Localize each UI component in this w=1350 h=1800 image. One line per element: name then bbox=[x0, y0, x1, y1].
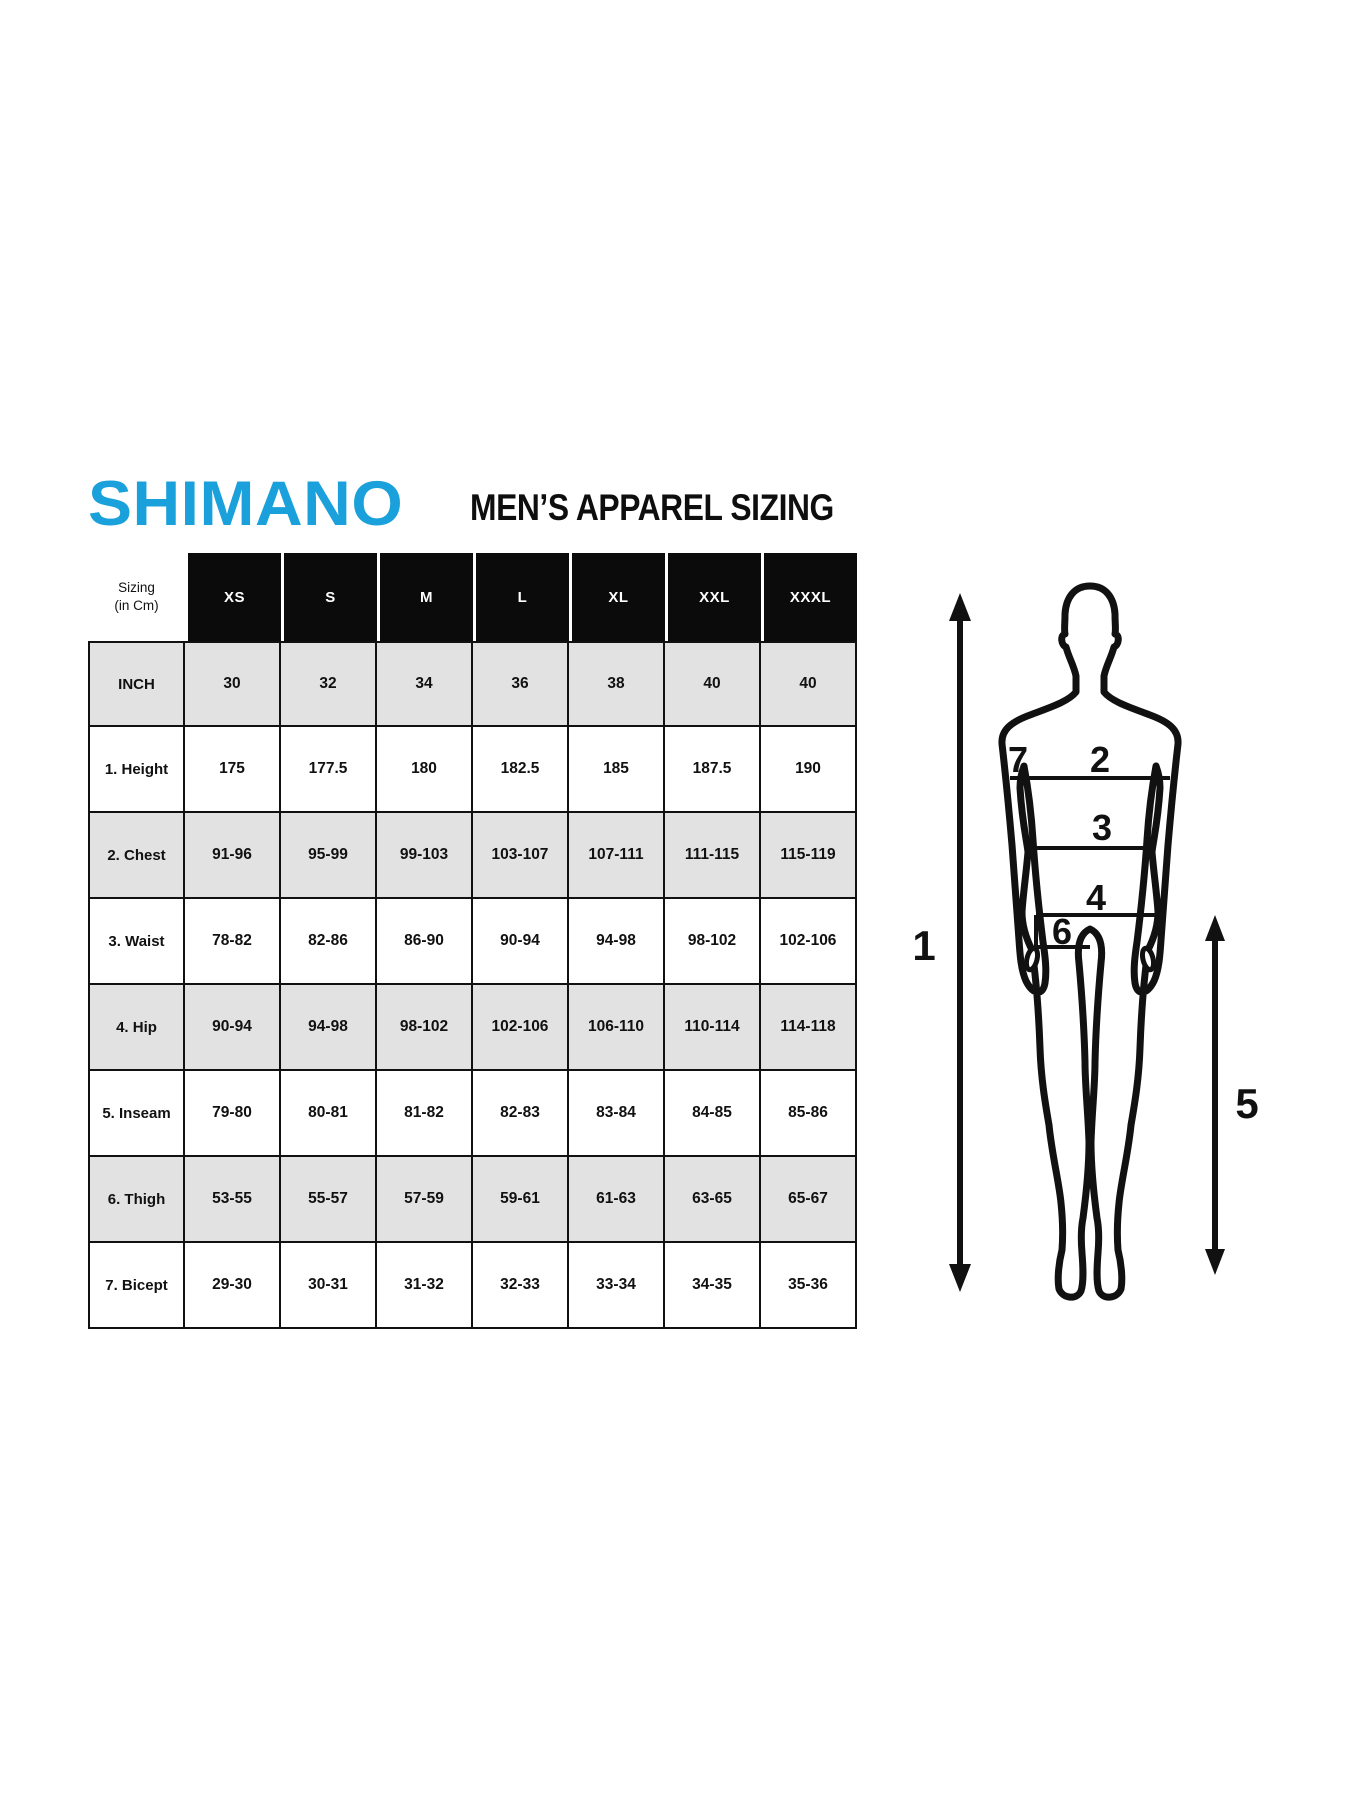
size-value-cell: 90-94 bbox=[473, 899, 569, 985]
size-value-cell: 177.5 bbox=[281, 727, 377, 813]
size-value-cell: 79-80 bbox=[185, 1071, 281, 1157]
corner-unit-label: Sizing (in Cm) bbox=[88, 553, 185, 641]
size-value-cell: 175 bbox=[185, 727, 281, 813]
size-value-cell: 30 bbox=[185, 641, 281, 727]
size-value-cell: 34-35 bbox=[665, 1243, 761, 1329]
size-value-cell: 110-114 bbox=[665, 985, 761, 1071]
size-value-cell: 30-31 bbox=[281, 1243, 377, 1329]
male-figure-outline bbox=[998, 582, 1182, 1301]
sizing-table: Sizing (in Cm) XS S M L XL XXL XXXL INCH… bbox=[88, 553, 857, 1329]
size-value-cell: 107-111 bbox=[569, 813, 665, 899]
size-value-cell: 85-86 bbox=[761, 1071, 857, 1157]
size-value-cell: 40 bbox=[761, 641, 857, 727]
size-value-cell: 78-82 bbox=[185, 899, 281, 985]
size-value-cell: 29-30 bbox=[185, 1243, 281, 1329]
size-value-cell: 98-102 bbox=[665, 899, 761, 985]
measure-label-bicept: 7 bbox=[1008, 739, 1028, 780]
row-label: 6. Thigh bbox=[88, 1157, 185, 1243]
size-value-cell: 115-119 bbox=[761, 813, 857, 899]
size-value-cell: 34 bbox=[377, 641, 473, 727]
size-value-cell: 53-55 bbox=[185, 1157, 281, 1243]
row-label: 1. Height bbox=[88, 727, 185, 813]
size-value-cell: 94-98 bbox=[569, 899, 665, 985]
page-title: MEN’S APPAREL SIZING bbox=[470, 487, 834, 528]
size-value-cell: 95-99 bbox=[281, 813, 377, 899]
size-value-cell: 90-94 bbox=[185, 985, 281, 1071]
inseam-arrow bbox=[1205, 915, 1225, 1275]
row-label: 7. Bicept bbox=[88, 1243, 185, 1329]
row-label: INCH bbox=[88, 641, 185, 727]
size-value-cell: 32-33 bbox=[473, 1243, 569, 1329]
body-measurement-diagram: 1 2 3 4 6 7 5 bbox=[912, 582, 1259, 1301]
size-column-header: S bbox=[281, 553, 377, 641]
size-column-header: XXL bbox=[665, 553, 761, 641]
size-value-cell: 57-59 bbox=[377, 1157, 473, 1243]
size-value-cell: 180 bbox=[377, 727, 473, 813]
size-value-cell: 103-107 bbox=[473, 813, 569, 899]
row-label: 3. Waist bbox=[88, 899, 185, 985]
size-value-cell: 185 bbox=[569, 727, 665, 813]
size-value-cell: 86-90 bbox=[377, 899, 473, 985]
measure-label-waist: 3 bbox=[1092, 807, 1112, 848]
size-value-cell: 182.5 bbox=[473, 727, 569, 813]
measure-label-chest: 2 bbox=[1090, 739, 1110, 780]
size-column-header: XL bbox=[569, 553, 665, 641]
size-column-header: XXXL bbox=[761, 553, 857, 641]
measure-label-thigh: 6 bbox=[1052, 911, 1072, 952]
thigh-measure-bracket bbox=[1034, 915, 1090, 949]
measure-label-inseam: 5 bbox=[1235, 1080, 1258, 1127]
size-value-cell: 38 bbox=[569, 641, 665, 727]
row-label: 4. Hip bbox=[88, 985, 185, 1071]
size-value-cell: 81-82 bbox=[377, 1071, 473, 1157]
size-value-cell: 31-32 bbox=[377, 1243, 473, 1329]
size-value-cell: 83-84 bbox=[569, 1071, 665, 1157]
size-value-cell: 32 bbox=[281, 641, 377, 727]
size-value-cell: 91-96 bbox=[185, 813, 281, 899]
size-value-cell: 35-36 bbox=[761, 1243, 857, 1329]
size-value-cell: 102-106 bbox=[473, 985, 569, 1071]
size-value-cell: 40 bbox=[665, 641, 761, 727]
right-thumb-outline bbox=[1139, 945, 1157, 973]
size-value-cell: 94-98 bbox=[281, 985, 377, 1071]
size-value-cell: 82-83 bbox=[473, 1071, 569, 1157]
size-value-cell: 82-86 bbox=[281, 899, 377, 985]
size-value-cell: 102-106 bbox=[761, 899, 857, 985]
size-value-cell: 111-115 bbox=[665, 813, 761, 899]
size-value-cell: 190 bbox=[761, 727, 857, 813]
measure-label-height: 1 bbox=[912, 922, 935, 969]
size-column-header: M bbox=[377, 553, 473, 641]
corner-unit-label-line2: (in Cm) bbox=[114, 598, 159, 613]
size-value-cell: 33-34 bbox=[569, 1243, 665, 1329]
size-value-cell: 61-63 bbox=[569, 1157, 665, 1243]
size-value-cell: 80-81 bbox=[281, 1071, 377, 1157]
size-value-cell: 99-103 bbox=[377, 813, 473, 899]
size-value-cell: 55-57 bbox=[281, 1157, 377, 1243]
size-column-header: L bbox=[473, 553, 569, 641]
size-value-cell: 106-110 bbox=[569, 985, 665, 1071]
size-value-cell: 187.5 bbox=[665, 727, 761, 813]
size-value-cell: 65-67 bbox=[761, 1157, 857, 1243]
corner-unit-label-line1: Sizing bbox=[118, 580, 155, 596]
size-value-cell: 36 bbox=[473, 641, 569, 727]
size-value-cell: 63-65 bbox=[665, 1157, 761, 1243]
measure-label-hip: 4 bbox=[1086, 877, 1106, 918]
row-label: 2. Chest bbox=[88, 813, 185, 899]
size-column-header: XS bbox=[185, 553, 281, 641]
height-arrow bbox=[949, 593, 971, 1292]
size-value-cell: 98-102 bbox=[377, 985, 473, 1071]
size-value-cell: 84-85 bbox=[665, 1071, 761, 1157]
shimano-logo: SHIMANO bbox=[88, 467, 404, 539]
row-label: 5. Inseam bbox=[88, 1071, 185, 1157]
size-value-cell: 114-118 bbox=[761, 985, 857, 1071]
size-value-cell: 59-61 bbox=[473, 1157, 569, 1243]
